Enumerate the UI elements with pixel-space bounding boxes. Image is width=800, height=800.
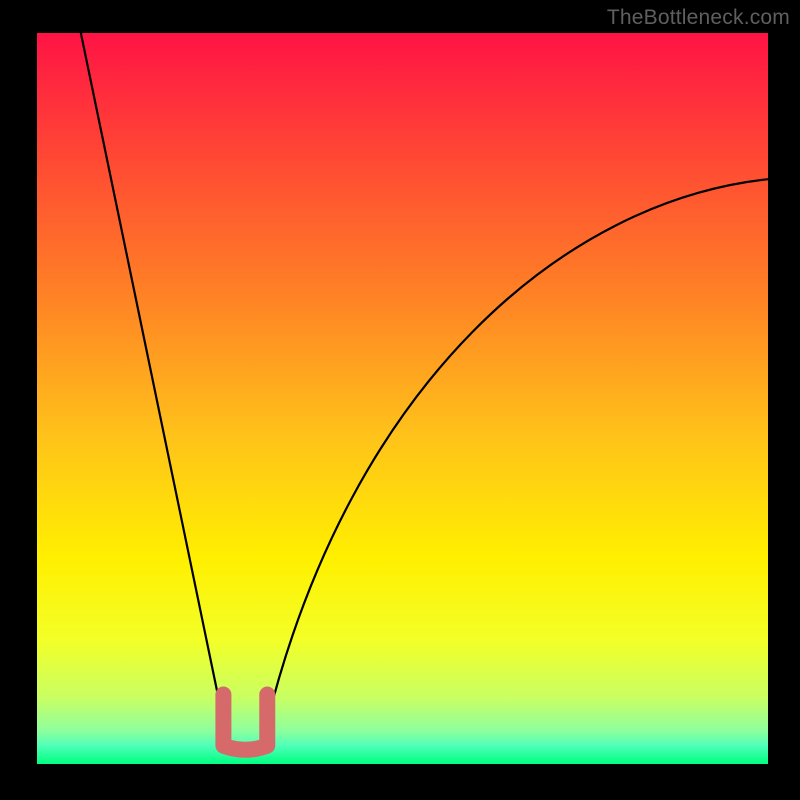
gradient-background bbox=[37, 33, 768, 764]
watermark: TheBottleneck.com bbox=[607, 6, 790, 30]
chart-container: TheBottleneck.com bbox=[0, 0, 800, 800]
chart-svg bbox=[0, 0, 800, 800]
